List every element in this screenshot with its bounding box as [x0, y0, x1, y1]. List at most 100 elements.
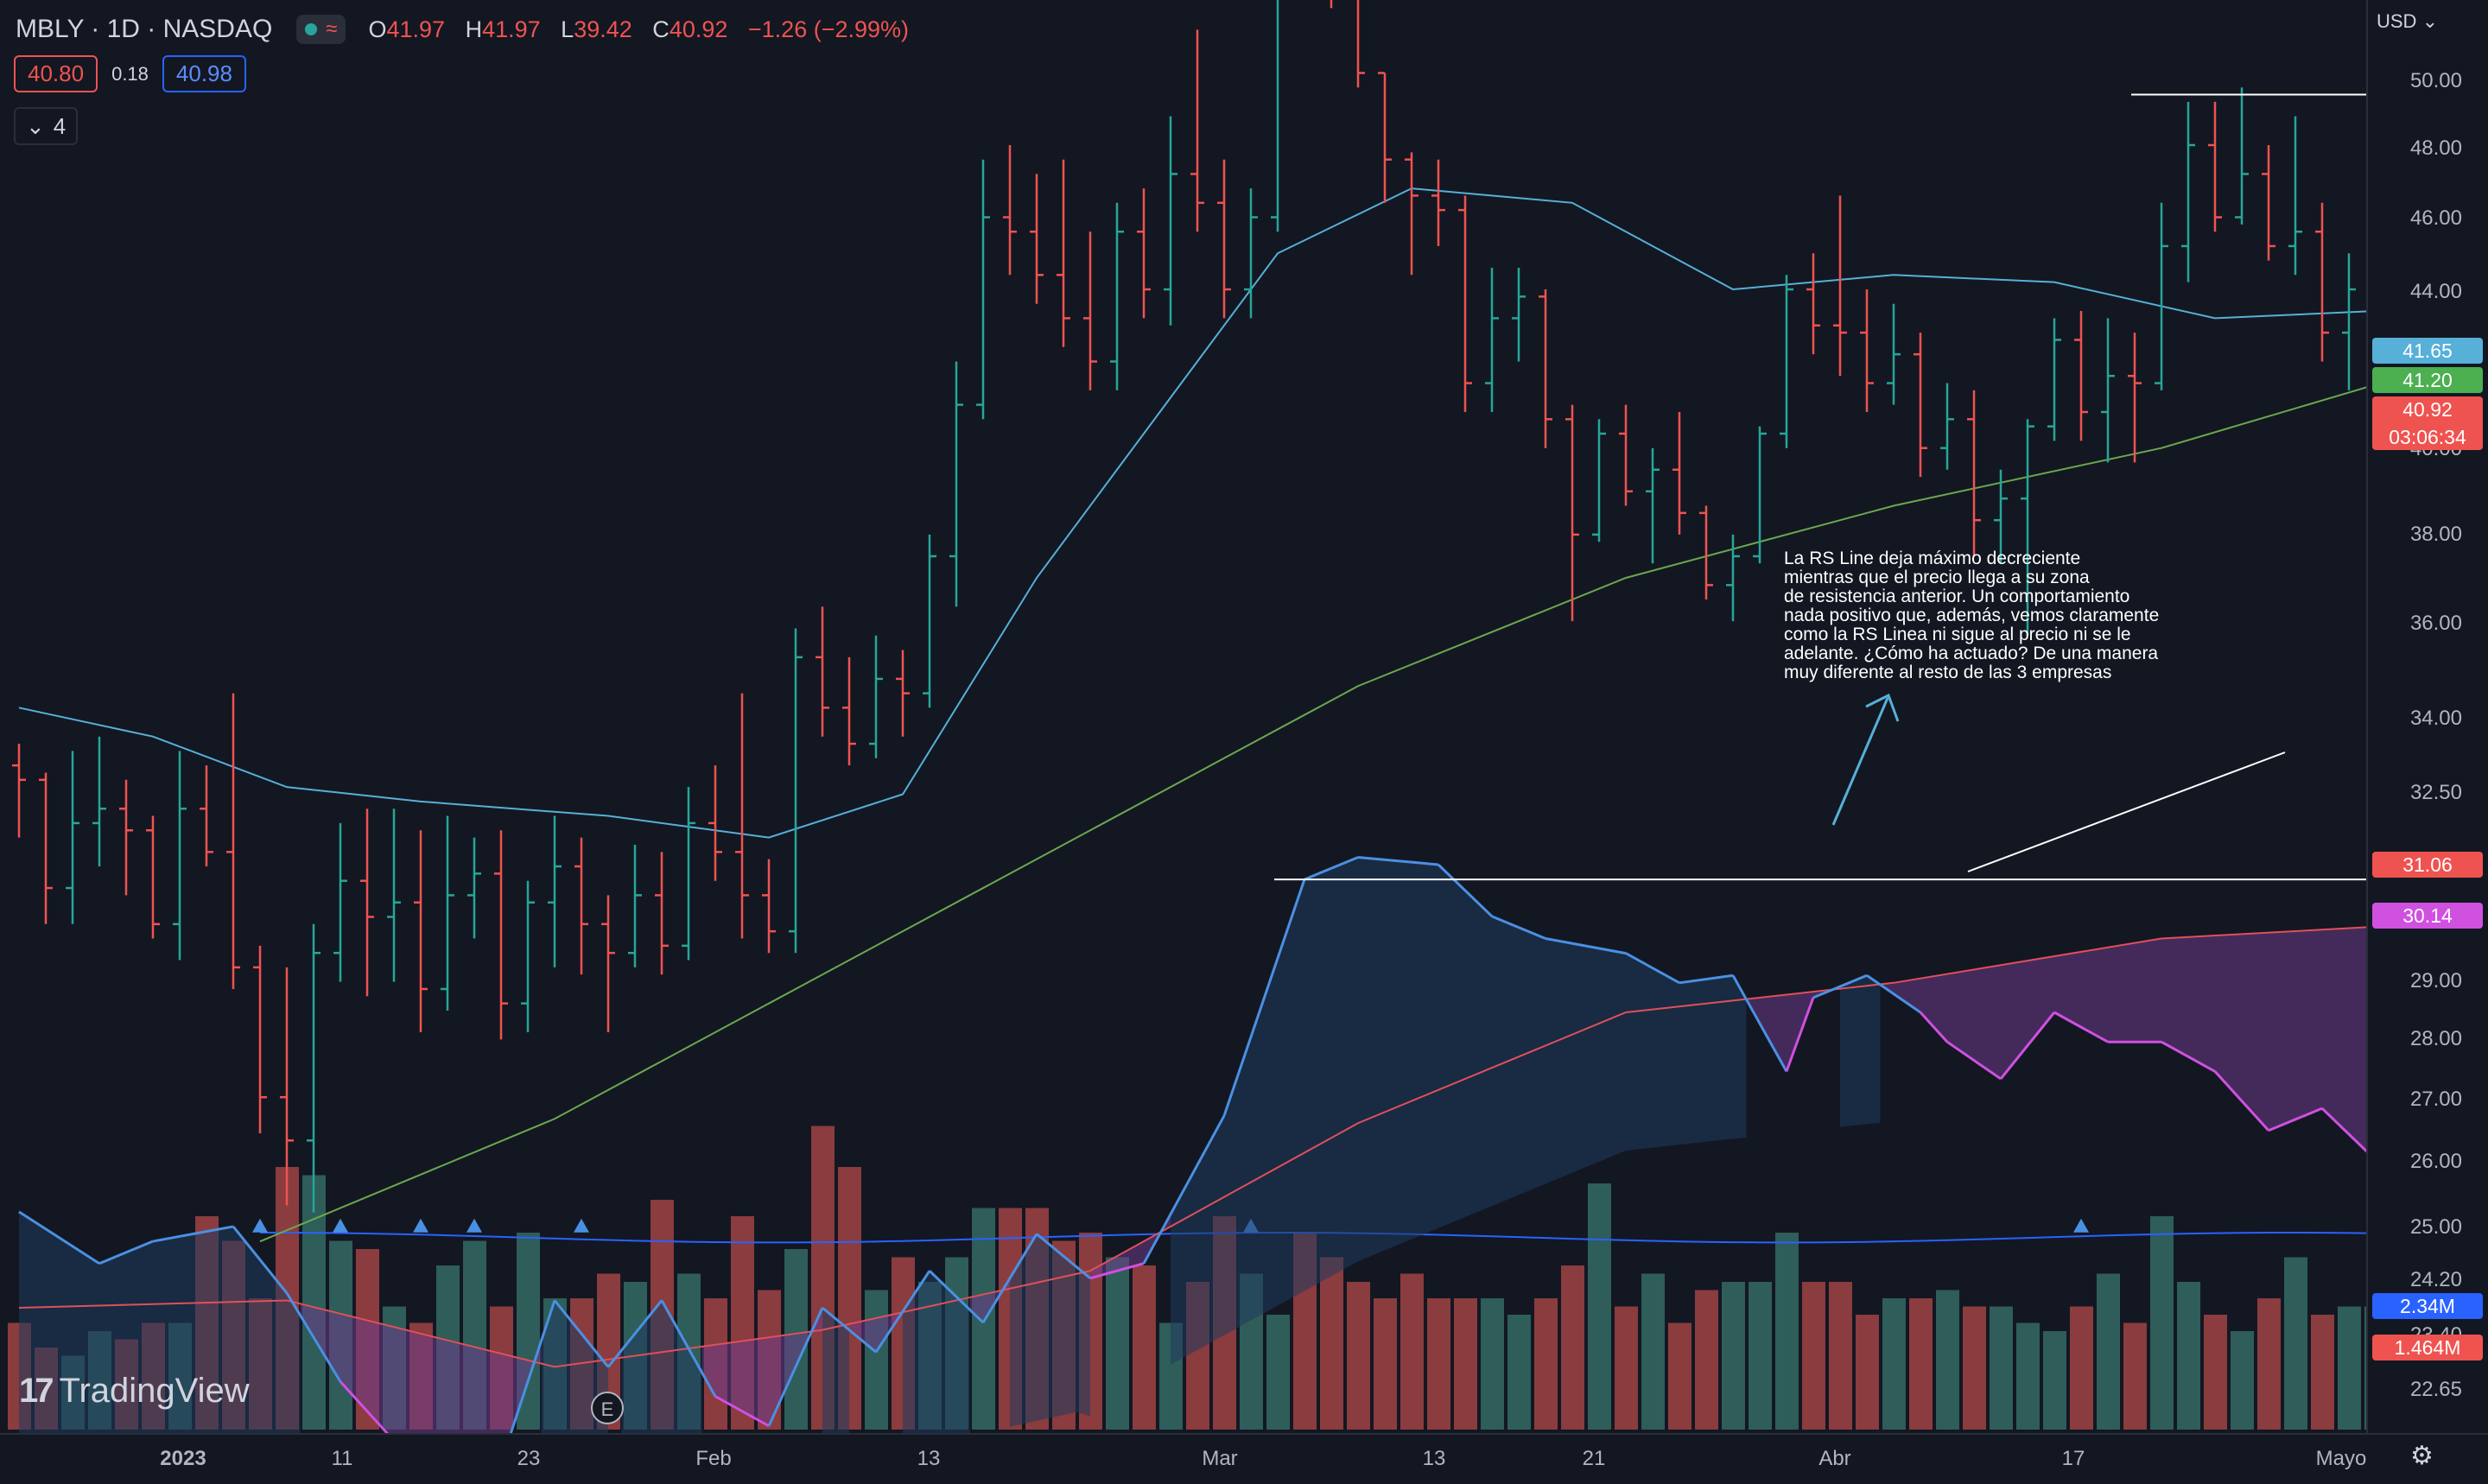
rs-fill-below: [1960, 969, 1974, 1061]
y-tick-label: 38.00: [2410, 523, 2462, 546]
rs-fill-above: [1653, 967, 1666, 1148]
gear-icon[interactable]: ⚙: [2410, 1442, 2434, 1470]
y-tick-label: 36.00: [2410, 612, 2462, 635]
rs-fill-above: [1679, 980, 1693, 1145]
ohlc-bar: [2315, 202, 2329, 362]
ohlc-bar: [1057, 159, 1070, 347]
ohlc-bar: [682, 787, 695, 961]
close-label: C: [652, 16, 670, 42]
x-tick-label: 13: [917, 1447, 941, 1470]
rs-line-segment: [1304, 856, 1359, 881]
volume-bar: [2177, 1282, 2200, 1430]
currency-selector[interactable]: USD ⌄: [2377, 10, 2438, 32]
rs-fill-below: [2014, 961, 2028, 1062]
rs-line-segment: [981, 1233, 1038, 1323]
volume-bar: [1668, 1322, 1691, 1430]
rs-fill-above: [1692, 979, 1706, 1144]
ask-button[interactable]: 40.98: [162, 55, 246, 92]
ohlc-bar: [200, 765, 213, 866]
volume-ma-line: [259, 1232, 2488, 1244]
rs-fill-below: [2054, 954, 2068, 1020]
rs-fill-above: [273, 1276, 287, 1439]
ohlc-bar: [1565, 404, 1579, 622]
rs-fill-above: [1438, 865, 1452, 1228]
rs-fill-above: [206, 1228, 220, 1442]
ohlc-bar: [2181, 101, 2195, 282]
y-tick-label: 22.65: [2410, 1378, 2462, 1401]
rs-fill-below: [782, 1333, 796, 1397]
status-pill[interactable]: ≈: [296, 15, 346, 44]
ohlc-bar: [816, 606, 829, 737]
indicators-collapse-button[interactable]: ⌄ 4: [14, 107, 79, 145]
rs-fill-below: [2349, 927, 2363, 1148]
volume-bar: [1695, 1290, 1718, 1430]
rs-fill-above: [1519, 927, 1533, 1195]
rs-fill-above: [1278, 918, 1292, 1306]
axis-price-label: 41.20: [2372, 367, 2483, 393]
rs-fill-below: [715, 1342, 729, 1405]
ohlc-bar: [521, 880, 535, 1033]
quote-panel: 40.80 0.18 40.98: [14, 55, 246, 92]
ohlc-bar: [1512, 267, 1526, 362]
rs-fill-above: [1291, 879, 1304, 1298]
rs-fill-below: [2188, 935, 2202, 1064]
rs-fill-above: [1719, 975, 1733, 1141]
rs-fill-above: [1853, 975, 1867, 1126]
rs-fill-above: [1412, 862, 1425, 1240]
ohlc-bar: [146, 815, 160, 939]
rs-line-segment: [1222, 878, 1306, 1117]
ohlc-bar: [2128, 333, 2142, 463]
rs-fill-below: [1117, 1248, 1131, 1272]
rs-fill-below: [2282, 930, 2295, 1126]
rs-fill-above: [1237, 1037, 1251, 1329]
symbol-title[interactable]: MBLY · 1D · NASDAQ: [16, 15, 273, 43]
ohlc-bar: [1190, 29, 1204, 232]
ohlc-bar: [2155, 202, 2168, 390]
bid-button[interactable]: 40.80: [14, 55, 98, 92]
axis-price-label-bg: [2372, 338, 2483, 364]
ohlc-bar: [66, 751, 79, 924]
rs-fill-above: [1304, 873, 1318, 1291]
rs-line-segment: [1679, 973, 1734, 985]
rs-fill-above: [1385, 859, 1399, 1251]
annotation-arrowhead: [1865, 693, 1900, 722]
volume-bar: [1829, 1282, 1852, 1430]
volume-bar: [1909, 1298, 1933, 1430]
currency-label: USD: [2377, 10, 2417, 32]
rs-fill-above: [903, 1291, 917, 1451]
rs-fill-above: [1184, 1164, 1197, 1358]
rs-fill-below: [2215, 935, 2229, 1087]
rs-fill-below: [1894, 980, 1907, 1004]
rs-line-segment: [152, 1225, 234, 1243]
rs-fill-above: [1317, 868, 1331, 1284]
y-tick-label: 32.50: [2410, 781, 2462, 804]
ohlc-bar: [119, 779, 133, 896]
rs-fill-above: [1558, 941, 1572, 1179]
y-tick-label: 27.00: [2410, 1088, 2462, 1111]
y-tick-label: 46.00: [2410, 206, 2462, 230]
ohlc-bar: [12, 744, 26, 838]
approx-icon: ≈: [326, 17, 338, 41]
rs-fill-below: [2121, 942, 2135, 1043]
rs-fill-above: [1331, 862, 1345, 1277]
volume-bar: [2284, 1257, 2307, 1430]
rs-line-segment: [1731, 974, 1788, 1073]
change-value: −1.26 (−2.99%): [747, 16, 910, 42]
volume-marker-icon: [333, 1218, 348, 1233]
rs-fill-above: [1264, 958, 1278, 1314]
earnings-icon-letter: E: [601, 1398, 614, 1420]
tradingview-logo-icon: 17: [19, 1372, 54, 1410]
y-tick-label: 24.20: [2410, 1268, 2462, 1291]
volume-bar: [1133, 1265, 1156, 1430]
ohlc-bar: [789, 628, 803, 954]
rs-line-segment: [1625, 952, 1680, 985]
rs-fill-below: [1787, 993, 1800, 1072]
ohlc-bar: [2101, 318, 2115, 463]
rs-fill-above: [1197, 1140, 1211, 1350]
x-tick-label: 11: [332, 1447, 353, 1470]
rs-fill-below: [2108, 945, 2122, 1043]
open-label: O: [368, 16, 387, 42]
rs-line-segment: [928, 1270, 985, 1324]
ohlc-bar: [1860, 289, 1874, 412]
